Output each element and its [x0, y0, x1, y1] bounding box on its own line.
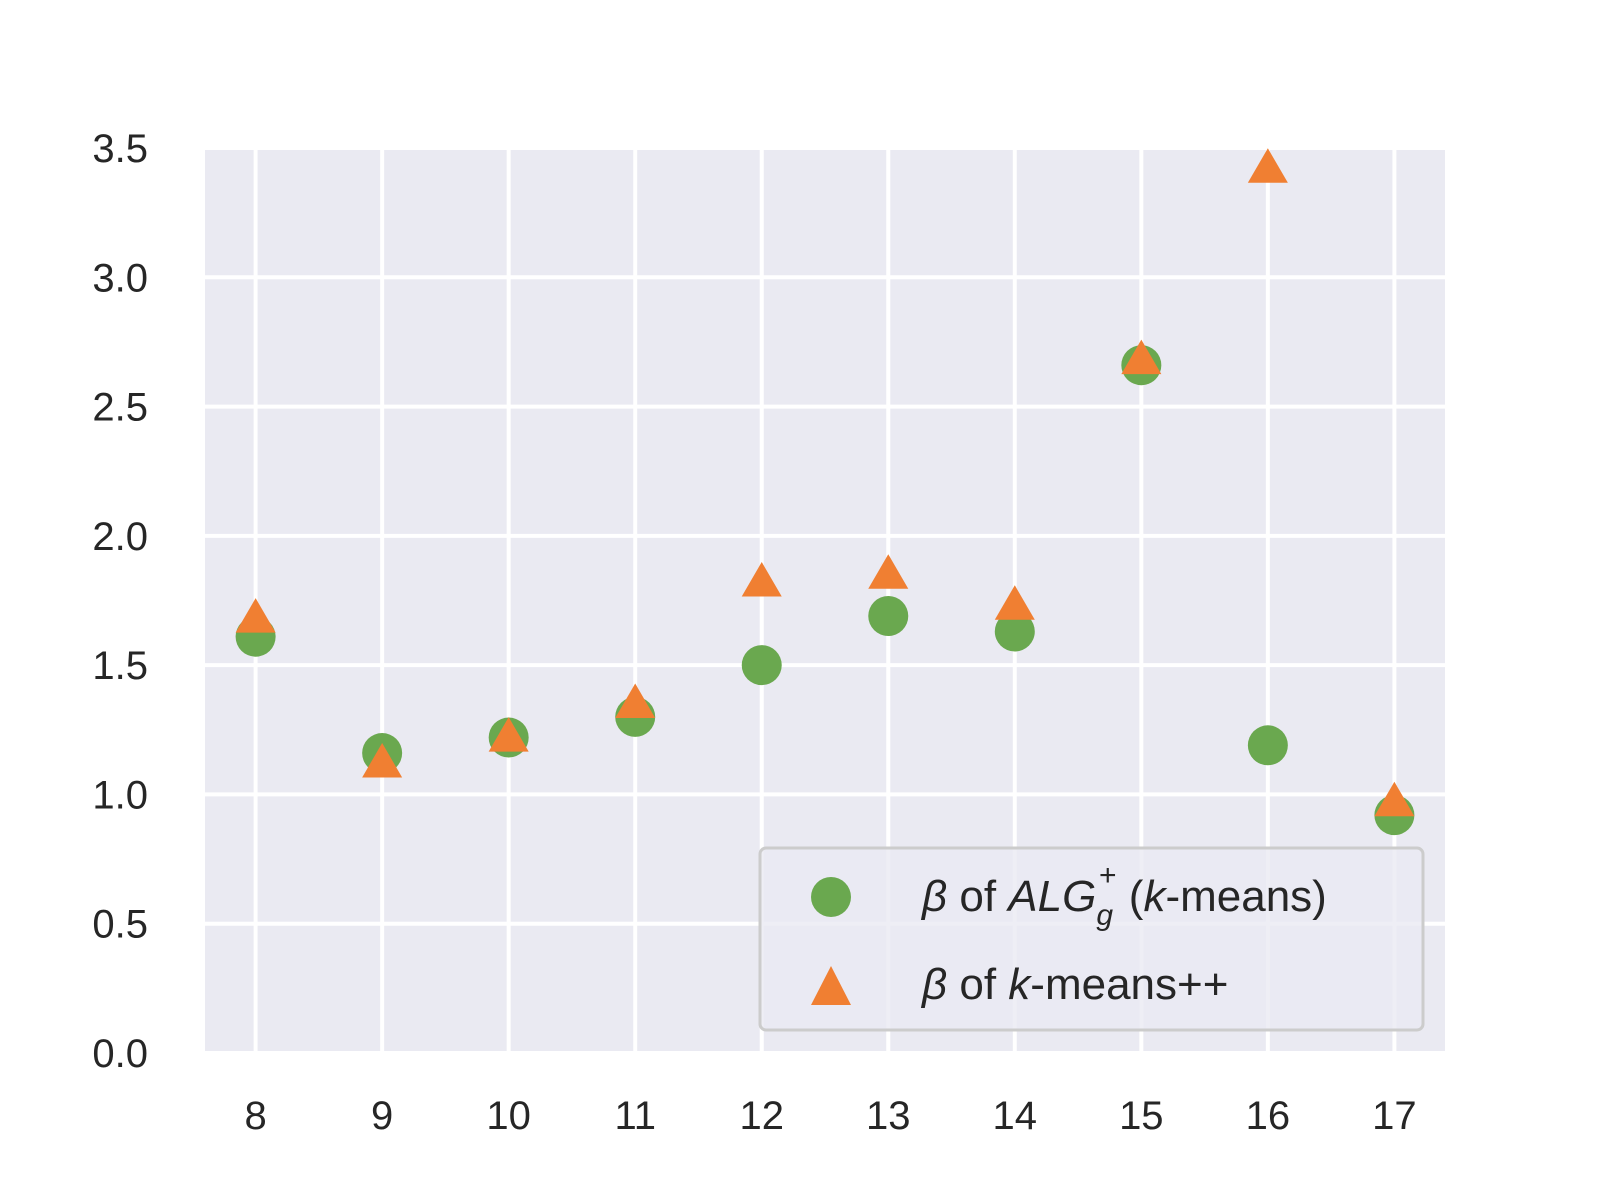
legend-label-series-2: β of k-means++	[920, 960, 1228, 1009]
legend-of: of	[947, 872, 1008, 921]
triangle-point	[868, 554, 909, 589]
triangle-point	[1374, 781, 1415, 817]
x-tick-label: 17	[1372, 1094, 1417, 1138]
circle-point	[1247, 725, 1288, 766]
triangle-point	[994, 585, 1035, 620]
legend-box	[758, 846, 1425, 1032]
x-tick-label: 10	[486, 1094, 531, 1138]
series-triangles	[235, 148, 1415, 817]
legend-alg: ALG	[1005, 872, 1096, 921]
x-tick-label: 13	[866, 1094, 911, 1138]
legend-triangle-marker	[811, 966, 851, 1005]
legend-beta: β	[920, 960, 947, 1009]
circle-point	[868, 596, 909, 637]
triangle-point	[1247, 148, 1288, 183]
legend-alg-sub: g	[1096, 899, 1113, 932]
y-tick-label: 2.0	[92, 515, 148, 559]
legend-rest: -means++	[1030, 960, 1228, 1009]
y-tick-label: 3.5	[92, 127, 148, 171]
y-tick-label: 0.5	[92, 903, 148, 947]
legend-circle-marker	[811, 877, 851, 917]
x-tick-label: 16	[1246, 1094, 1291, 1138]
legend-label-series-1: β of ALGg + (k-means)	[920, 859, 1327, 932]
x-tick-label: 8	[244, 1094, 266, 1138]
triangle-point	[615, 683, 656, 719]
triangle-point	[741, 561, 782, 597]
x-tick-label: 11	[614, 1094, 656, 1138]
triangle-point	[362, 742, 403, 778]
legend: β of ALGg+ (k-means) β of k-means++	[758, 846, 1425, 1032]
legend-k: k	[1143, 872, 1167, 921]
y-tick-label: 1.0	[92, 773, 148, 817]
triangle-point	[488, 717, 529, 752]
legend-alg-sup: +	[1099, 859, 1117, 892]
circle-point	[741, 645, 782, 686]
y-tick-label: 2.5	[92, 386, 148, 430]
x-tick-label: 14	[993, 1094, 1038, 1138]
x-tick-label: 15	[1119, 1094, 1164, 1138]
triangle-point	[1121, 339, 1162, 375]
legend-paren-open: (	[1117, 872, 1144, 921]
circle-point	[994, 611, 1035, 652]
x-tick-label: 12	[739, 1094, 784, 1138]
legend-beta: β	[920, 872, 947, 921]
legend-rest: -means)	[1165, 872, 1326, 921]
y-tick-labels: 0.0 0.5 1.0 1.5 2.0 2.5 3.0 3.5	[92, 127, 148, 1076]
legend-k: k	[1008, 960, 1032, 1009]
triangle-point	[235, 598, 276, 633]
y-tick-label: 1.5	[92, 644, 148, 688]
y-tick-label: 3.0	[92, 256, 148, 300]
y-tick-label: 0.0	[92, 1032, 148, 1076]
x-tick-label: 9	[371, 1094, 393, 1138]
x-tick-labels: 8 9 10 11 12 13 14 15 16 17	[244, 1094, 1416, 1138]
legend-of: of	[947, 960, 1008, 1009]
